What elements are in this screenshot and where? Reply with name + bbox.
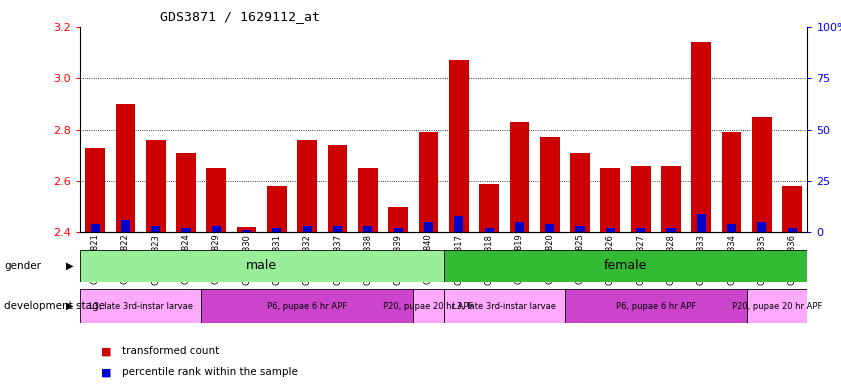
Text: ▶: ▶ bbox=[66, 301, 73, 311]
Bar bbox=[631, 166, 650, 232]
Bar bbox=[91, 224, 99, 232]
Bar bbox=[752, 117, 772, 232]
Bar bbox=[444, 250, 807, 282]
Bar bbox=[691, 42, 711, 232]
Text: transformed count: transformed count bbox=[122, 346, 220, 356]
Bar bbox=[298, 140, 317, 232]
Bar bbox=[747, 289, 807, 323]
Bar bbox=[575, 226, 584, 232]
Bar bbox=[788, 228, 796, 232]
Bar bbox=[479, 184, 499, 232]
Bar bbox=[666, 228, 675, 232]
Bar bbox=[454, 216, 463, 232]
Bar bbox=[272, 228, 282, 232]
Text: development stage: development stage bbox=[4, 301, 105, 311]
Bar bbox=[570, 153, 590, 232]
Bar bbox=[722, 132, 742, 232]
Text: P20, pupae 20 hr APF: P20, pupae 20 hr APF bbox=[732, 301, 822, 311]
Bar bbox=[363, 226, 373, 232]
Text: P6, pupae 6 hr APF: P6, pupae 6 hr APF bbox=[267, 301, 347, 311]
Bar bbox=[510, 122, 529, 232]
Bar bbox=[484, 228, 494, 232]
Text: gender: gender bbox=[4, 261, 41, 271]
Bar bbox=[242, 230, 251, 232]
Text: ▶: ▶ bbox=[66, 261, 73, 271]
Bar bbox=[782, 186, 802, 232]
Bar bbox=[328, 145, 347, 232]
Bar bbox=[424, 222, 433, 232]
Bar bbox=[606, 228, 615, 232]
Bar bbox=[413, 289, 444, 323]
Text: ■: ■ bbox=[101, 367, 111, 377]
Text: L3, late 3rd-instar larvae: L3, late 3rd-instar larvae bbox=[88, 301, 193, 311]
Bar bbox=[80, 289, 201, 323]
Bar bbox=[201, 289, 413, 323]
Bar bbox=[237, 227, 257, 232]
Text: ■: ■ bbox=[101, 346, 111, 356]
Bar bbox=[419, 132, 438, 232]
Bar bbox=[303, 226, 312, 232]
Bar bbox=[696, 214, 706, 232]
Bar bbox=[145, 140, 166, 232]
Text: male: male bbox=[246, 260, 278, 272]
Text: P6, pupae 6 hr APF: P6, pupae 6 hr APF bbox=[616, 301, 696, 311]
Bar bbox=[389, 207, 408, 232]
Text: L3, late 3rd-instar larvae: L3, late 3rd-instar larvae bbox=[452, 301, 556, 311]
Bar bbox=[206, 168, 226, 232]
Text: GDS3871 / 1629112_at: GDS3871 / 1629112_at bbox=[160, 10, 320, 23]
Bar bbox=[545, 224, 554, 232]
Text: P20, pupae 20 hr APF: P20, pupae 20 hr APF bbox=[383, 301, 473, 311]
Bar bbox=[515, 222, 524, 232]
Text: percentile rank within the sample: percentile rank within the sample bbox=[122, 367, 298, 377]
Bar bbox=[600, 168, 620, 232]
Bar bbox=[80, 250, 444, 282]
Bar bbox=[85, 147, 105, 232]
Bar bbox=[444, 289, 565, 323]
Bar bbox=[212, 226, 221, 232]
Bar bbox=[758, 222, 766, 232]
Bar bbox=[727, 224, 736, 232]
Bar bbox=[115, 104, 135, 232]
Bar bbox=[267, 186, 287, 232]
Bar bbox=[449, 60, 468, 232]
Text: female: female bbox=[604, 260, 648, 272]
Bar bbox=[176, 153, 196, 232]
Bar bbox=[661, 166, 681, 232]
Bar bbox=[565, 289, 747, 323]
Bar bbox=[636, 228, 645, 232]
Bar bbox=[182, 228, 191, 232]
Bar bbox=[394, 228, 403, 232]
Bar bbox=[540, 137, 559, 232]
Bar bbox=[358, 168, 378, 232]
Bar bbox=[121, 220, 130, 232]
Bar bbox=[333, 226, 342, 232]
Bar bbox=[151, 226, 161, 232]
